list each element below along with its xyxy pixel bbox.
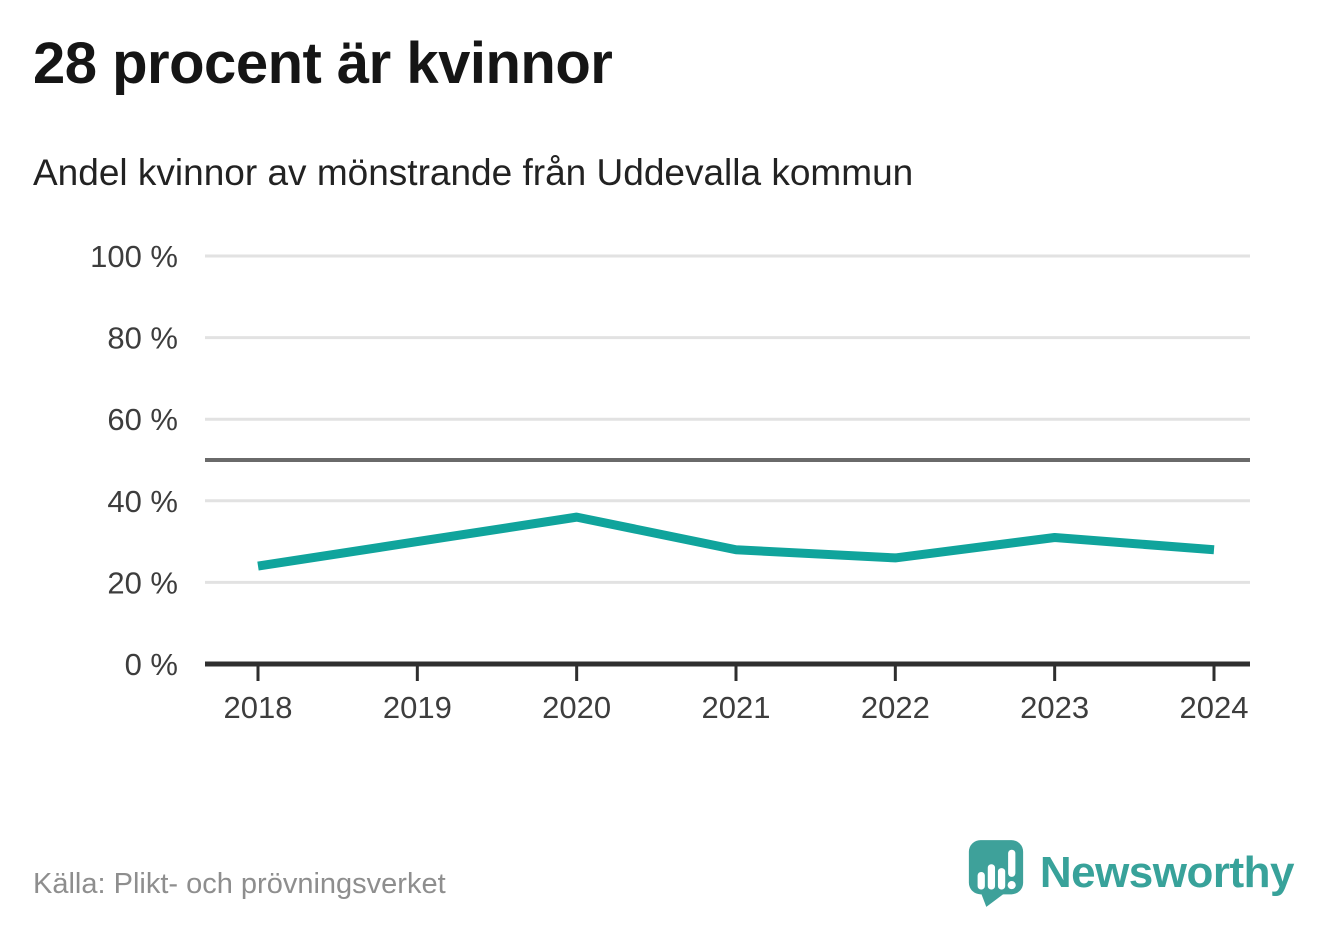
y-tick-label: 80 % (107, 321, 178, 356)
logo-exclamation-stem (1007, 849, 1016, 877)
line-chart: 0 % 20 % 40 % 60 % 80 % 100 % 2018 2019 2020 2021… (90, 239, 1250, 725)
newsworthy-logo-icon (968, 840, 1023, 907)
y-tick-label: 0 % (125, 647, 178, 682)
newsworthy-wordmark: Newsworthy (1039, 848, 1295, 897)
chart-subtitle: Andel kvinnor av mönstrande från Uddeval… (33, 152, 914, 193)
x-tick-label: 2020 (542, 690, 611, 725)
x-tick-label: 2018 (224, 690, 293, 725)
y-tick-label: 60 % (107, 402, 178, 437)
data-line-Andel kvinnor (257, 512, 1215, 571)
logo-bar-tall (987, 864, 995, 890)
source-note: Källa: Plikt- och prövningsverket (33, 868, 446, 900)
x-tick-label: 2024 (1180, 690, 1249, 725)
x-tick-label: 2019 (383, 690, 452, 725)
newsworthy-brand: Newsworthy (965, 838, 1295, 908)
y-tick-label: 20 % (107, 565, 178, 600)
x-tick-label: 2021 (702, 690, 771, 725)
x-tick-label: 2023 (1020, 690, 1089, 725)
x-tick-label: 2022 (861, 690, 930, 725)
y-tick-label: 100 % (90, 239, 178, 274)
logo-exclamation-dot (1007, 881, 1016, 890)
logo-bar-short (977, 872, 985, 890)
logo-bar-mid (997, 868, 1006, 890)
y-tick-label: 40 % (107, 484, 178, 519)
headline: 28 procent är kvinnor (33, 31, 613, 96)
